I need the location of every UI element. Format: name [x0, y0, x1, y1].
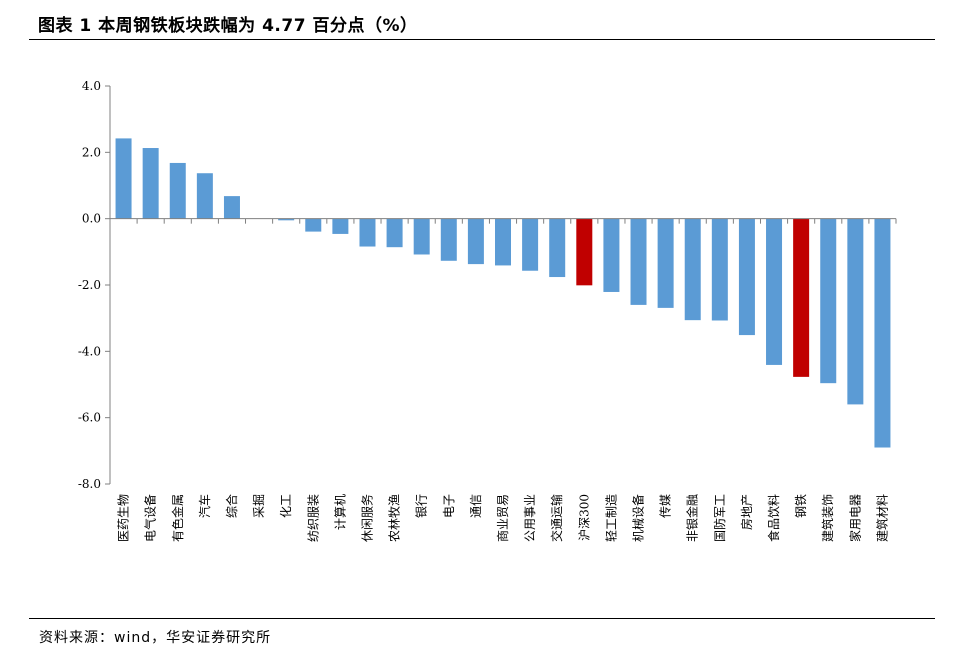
bar — [738, 218, 755, 336]
category-label: 非银金融 — [685, 494, 700, 542]
bar — [115, 138, 132, 219]
bar — [874, 218, 891, 448]
y-tick-label: 2.0 — [82, 145, 101, 159]
bar — [278, 218, 295, 221]
y-tick-label: -8.0 — [78, 477, 101, 491]
bar — [467, 218, 484, 265]
category-label: 建筑材料 — [874, 494, 889, 542]
category-label: 通信 — [469, 494, 483, 518]
category-label: 家用电器 — [847, 494, 862, 542]
bar — [440, 218, 457, 261]
category-label: 公用事业 — [523, 494, 537, 542]
category-label: 休闲服务 — [359, 494, 374, 542]
category-label: 医药生物 — [117, 494, 131, 542]
top-rule — [29, 39, 935, 40]
bar — [657, 218, 674, 308]
category-label: 商业贸易 — [495, 494, 510, 542]
category-label: 计算机 — [332, 494, 347, 530]
bar — [793, 218, 810, 377]
bar — [332, 218, 349, 234]
category-label: 有色金属 — [170, 494, 185, 542]
category-label: 国防军工 — [712, 494, 727, 542]
y-tick-label: 4.0 — [82, 79, 101, 93]
category-label: 银行 — [415, 494, 429, 518]
y-tick-label: 0.0 — [82, 212, 101, 226]
category-label: 建筑装饰 — [820, 494, 835, 542]
category-label: 交通运输 — [549, 494, 564, 542]
category-label: 汽车 — [197, 494, 212, 518]
category-label: 纺织服装 — [306, 494, 320, 542]
bar — [630, 218, 647, 305]
category-label: 机械设备 — [631, 494, 646, 542]
category-label: 传媒 — [658, 494, 673, 518]
category-label: 农林牧渔 — [388, 494, 402, 542]
bar — [386, 218, 403, 248]
category-label: 房地产 — [739, 494, 754, 530]
bar — [142, 148, 159, 219]
bar — [684, 218, 701, 321]
bottom-rule — [29, 618, 935, 619]
bar-chart: 4.0 2.0 0.0 -2.0 -4.0 -6.0 -8.0 医药生物 电气设备 有色金属 汽车综… — [78, 79, 897, 542]
bar — [359, 218, 376, 247]
bar — [766, 218, 783, 365]
source-note: 资料来源：wind，华安证券研究所 — [39, 630, 272, 646]
bar — [576, 218, 593, 286]
bar — [223, 196, 240, 219]
category-label: 轻工制造 — [604, 494, 618, 542]
bar — [305, 218, 322, 232]
category-label: 沪深300 — [577, 494, 591, 541]
category-label: 钢铁 — [794, 494, 808, 518]
bar — [169, 162, 186, 219]
bar — [196, 173, 213, 219]
bar — [820, 218, 837, 384]
category-label: 食品饮料 — [766, 494, 781, 542]
bar — [522, 218, 539, 271]
y-tick-label: -4.0 — [78, 344, 101, 358]
bar — [495, 218, 511, 266]
figure-title: 图表 1 本周钢铁板块跌幅为 4.77 百分点（%） — [38, 16, 418, 36]
category-label: 综合 — [224, 494, 239, 518]
y-tick-label: -2.0 — [78, 278, 101, 292]
bar — [603, 218, 620, 292]
y-tick-label: -6.0 — [78, 411, 101, 425]
category-label: 电气设备 — [143, 494, 158, 542]
bar — [413, 218, 430, 255]
category-label: 电子 — [442, 494, 456, 518]
bar — [711, 218, 728, 321]
bar — [847, 218, 864, 405]
category-label: 化工 — [279, 494, 293, 518]
bar — [549, 218, 566, 278]
category-label: 采掘 — [251, 494, 266, 518]
